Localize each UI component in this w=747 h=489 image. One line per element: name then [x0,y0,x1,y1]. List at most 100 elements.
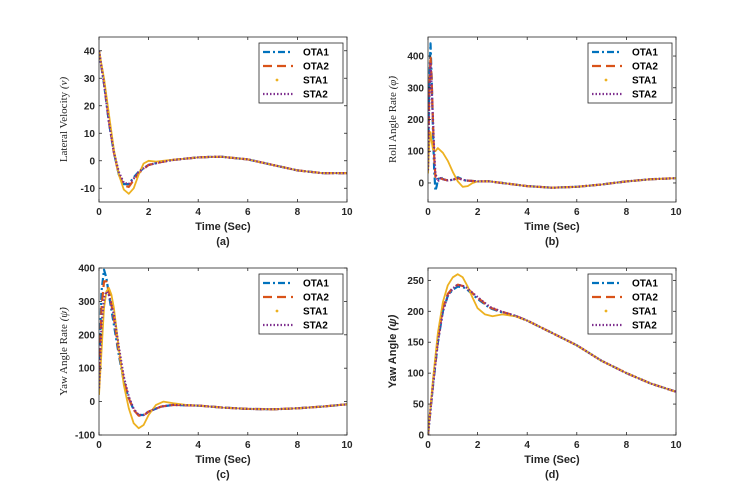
y-tick-label: 150 [407,338,424,349]
y-tick-label: 20 [84,101,96,112]
axes-box [427,267,677,436]
x-tick-label: 6 [574,440,580,451]
legend: OTA1 OTA2 STA1 STA2 [258,42,344,104]
legend: OTA1 OTA2 STA1 STA2 [587,42,673,104]
x-tick-label: 2 [146,440,152,451]
x-tick-label: 2 [475,207,481,218]
x-tick-label: 4 [195,440,201,451]
panel-label: (b) [545,236,559,248]
x-tick-label: 0 [425,440,431,451]
y-tick-label: 0 [89,156,95,167]
x-tick-label: 0 [96,207,102,218]
legend-label-sta1: STA1 [303,76,328,87]
y-tick-label: 10 [84,129,96,140]
series-line-sta2 [99,50,347,186]
legend-label-sta2: STA2 [303,321,328,332]
legend-marker-sta1 [275,309,279,313]
axes-box [98,267,348,436]
legend: OTA1 OTA2 STA1 STA2 [258,273,344,335]
y-tick-label: -10 [81,184,96,195]
y-axis-label: Lateral Velocity (v) [58,77,70,163]
x-tick-label: 6 [245,207,251,218]
legend-marker-sta1 [275,78,279,82]
y-tick-label: 200 [78,330,95,341]
y-tick-label: 100 [78,364,95,375]
x-axis-label: Time (Sec) [195,221,251,233]
x-axis-label: Time (Sec) [195,454,251,466]
x-tick-label: 6 [574,207,580,218]
panel-label: (c) [216,469,230,481]
y-tick-label: -100 [75,431,95,442]
y-tick-label: 0 [89,397,95,408]
chart-a: 0 2 4 6 8 10 -10 0 10 20 30 40 Time (Sec) (a) Lateral … [58,36,353,248]
x-tick-label: 4 [524,440,530,451]
y-tick-label: 100 [407,369,424,380]
x-tick-label: 10 [670,440,682,451]
legend-label-sta1: STA1 [632,76,657,87]
y-axis-label: Yaw Angle (ψ) [387,314,399,388]
legend: OTA1 OTA2 STA1 STA2 [587,273,673,335]
y-tick-label: 400 [78,264,95,275]
x-tick-label: 10 [670,207,682,218]
y-tick-label: 0 [418,431,424,442]
y-tick-label: 300 [407,83,424,94]
x-tick-label: 10 [341,207,353,218]
axes-box [98,36,348,203]
legend-label-ota2: OTA2 [632,293,658,304]
legend-label-sta2: STA2 [632,321,657,332]
x-axis-label: Time (Sec) [524,221,580,233]
y-tick-label: 300 [78,297,95,308]
y-tick-label: 0 [418,178,424,189]
y-tick-label: 30 [84,74,96,85]
legend-label-sta1: STA1 [303,307,328,318]
y-tick-label: 50 [413,400,425,411]
x-tick-label: 8 [295,440,301,451]
series-line-sta1 [99,287,347,430]
x-tick-label: 0 [96,440,102,451]
x-tick-label: 4 [524,207,530,218]
x-tick-label: 10 [341,440,353,451]
y-tick-label: 40 [84,46,96,57]
legend-label-sta2: STA2 [303,90,328,101]
x-tick-label: 4 [195,207,201,218]
series-line-sta2 [99,290,347,417]
y-tick-label: 400 [407,52,424,63]
legend-label-ota2: OTA2 [303,293,329,304]
y-tick-label: 200 [407,307,424,318]
legend-label-ota2: OTA2 [632,62,658,73]
legend-box [587,273,673,335]
y-axis-label: Roll Angle Rate (φ̇) [387,76,399,163]
panel-label: (d) [545,469,559,481]
legend-label-ota1: OTA1 [303,279,329,290]
legend-box [587,42,673,104]
y-tick-label: 250 [407,276,424,287]
y-tick-label: 100 [407,147,424,158]
y-tick-label: 200 [407,115,424,126]
x-tick-label: 2 [146,207,152,218]
y-axis-label: Yaw Angle Rate (ψ̇) [58,307,70,396]
x-axis-label: Time (Sec) [524,454,580,466]
legend-label-ota1: OTA1 [303,48,329,59]
legend-label-ota1: OTA1 [632,48,658,59]
legend-label-ota1: OTA1 [632,279,658,290]
x-tick-label: 8 [624,207,630,218]
legend-box [258,42,344,104]
legend-box [258,273,344,335]
series-line-ota2 [99,50,347,188]
x-tick-label: 0 [425,207,431,218]
x-tick-label: 2 [475,440,481,451]
x-tick-label: 8 [624,440,630,451]
legend-label-sta2: STA2 [632,90,657,101]
x-tick-label: 6 [245,440,251,451]
series-line-sta1 [428,131,676,189]
legend-marker-sta1 [604,78,608,82]
panel-label: (a) [216,236,230,248]
legend-marker-sta1 [604,309,608,313]
legend-label-sta1: STA1 [632,307,657,318]
legend-label-ota2: OTA2 [303,62,329,73]
x-tick-label: 8 [295,207,301,218]
